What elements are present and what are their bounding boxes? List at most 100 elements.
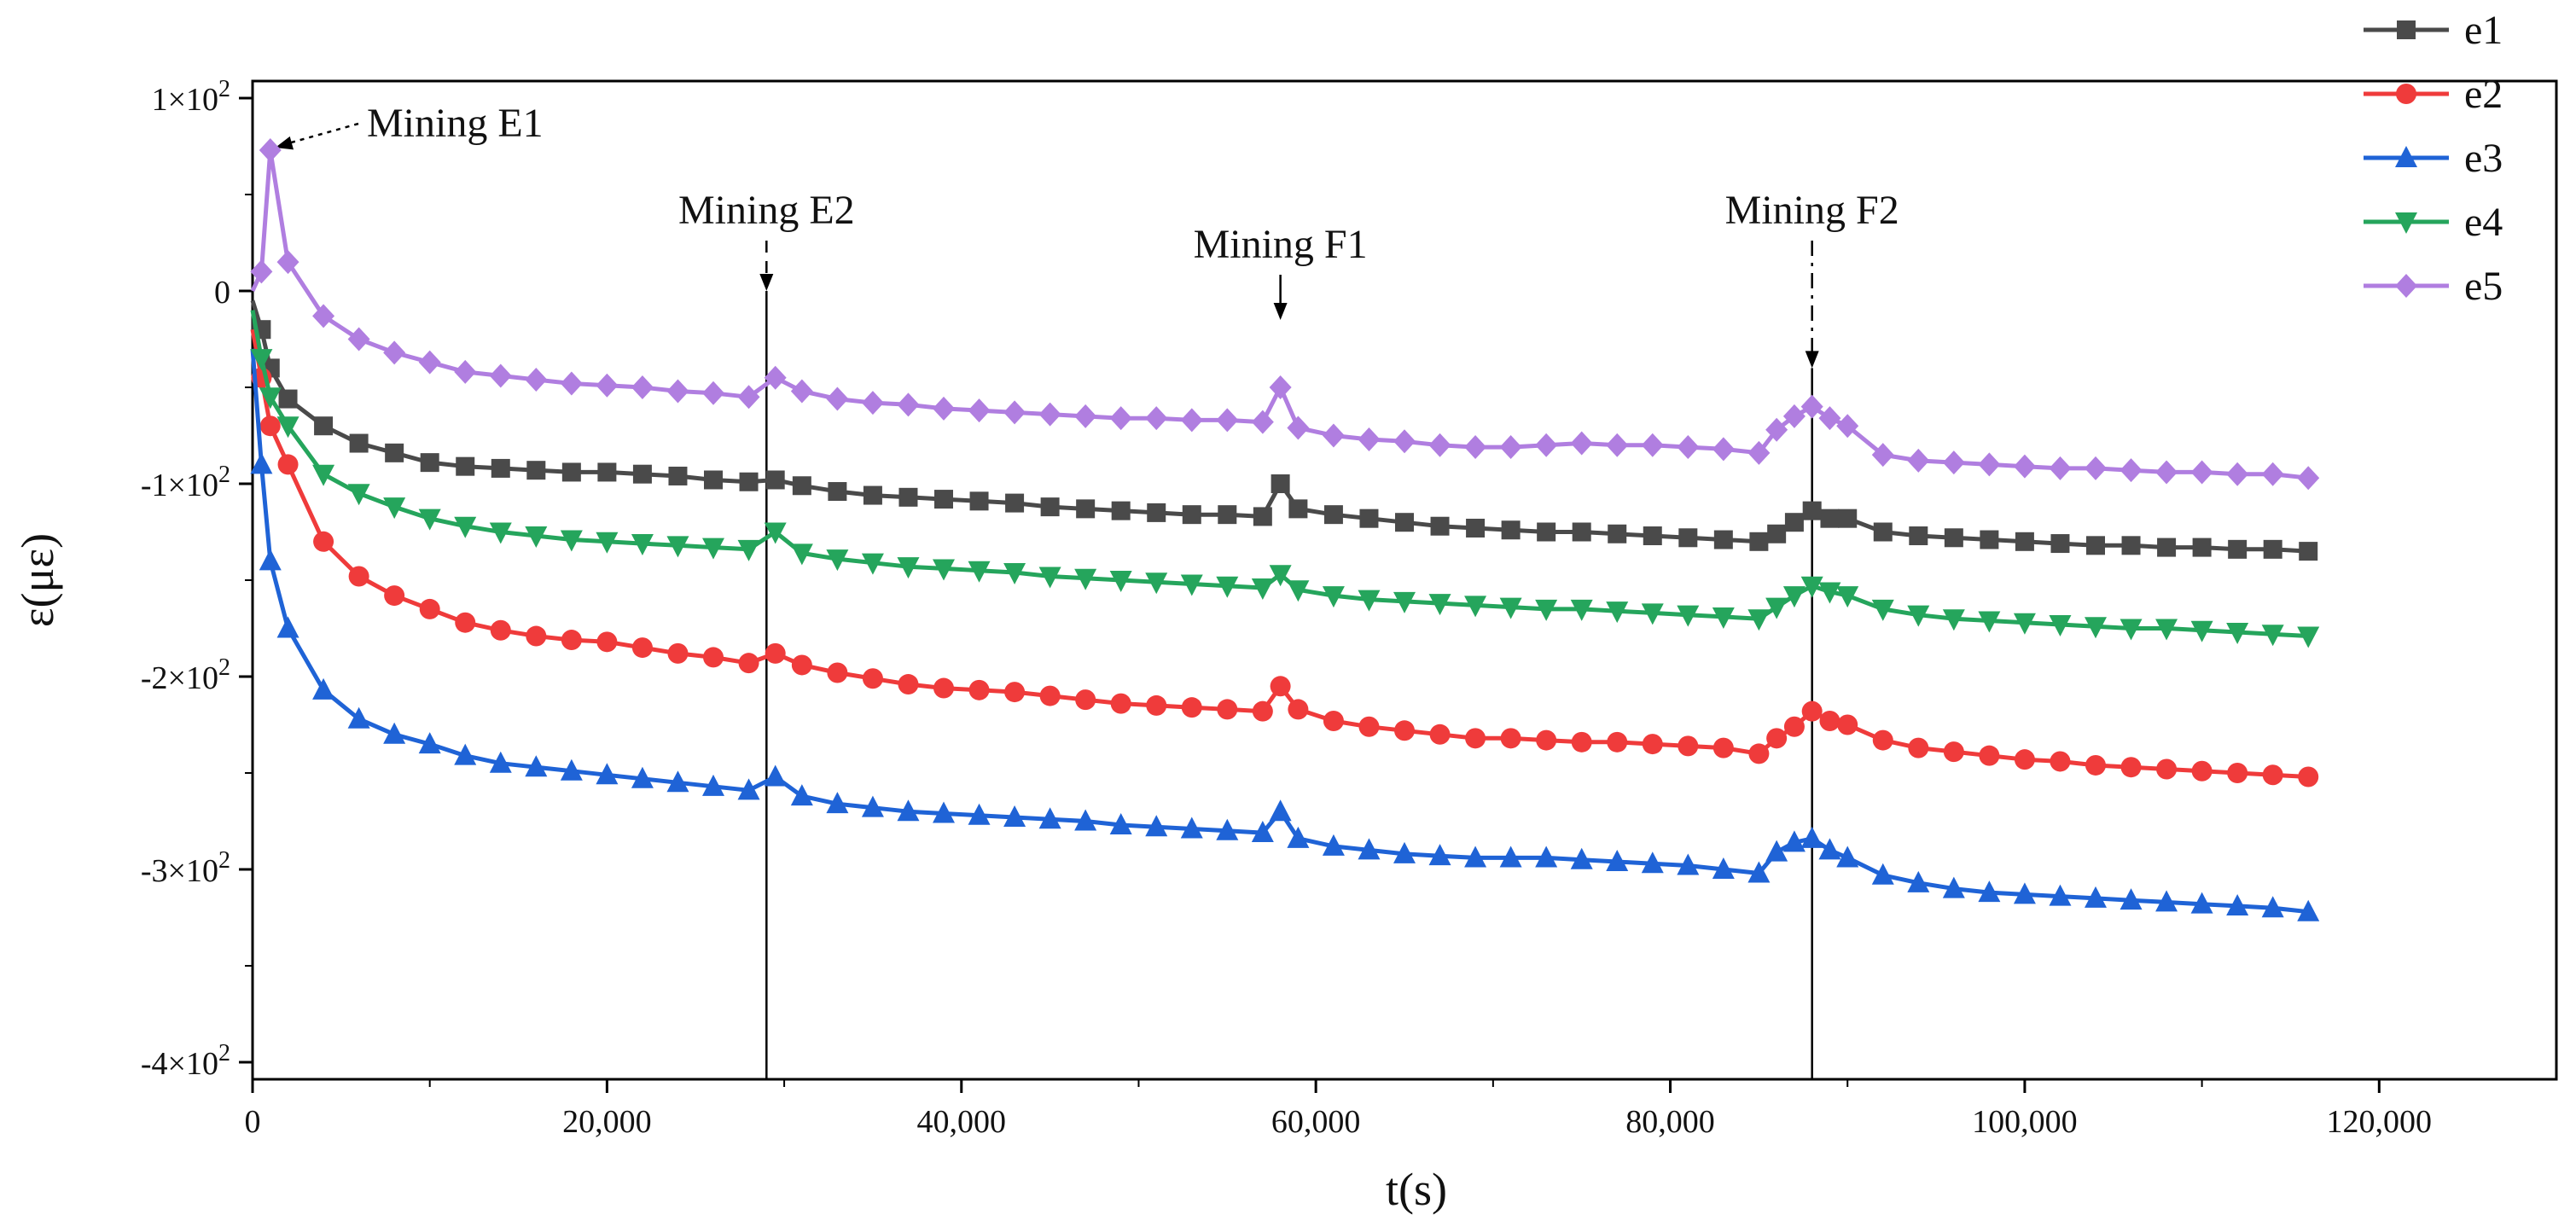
legend-item-e4: e4	[2364, 200, 2503, 245]
data-point	[1110, 693, 1131, 714]
data-point	[312, 677, 335, 700]
data-point	[419, 598, 440, 619]
data-point	[2049, 456, 2072, 480]
data-point	[897, 392, 920, 417]
annotation-label: Mining F2	[1725, 188, 1899, 233]
data-point	[489, 363, 512, 388]
data-point	[596, 631, 618, 653]
data-point	[666, 536, 689, 558]
data-point	[1818, 838, 1841, 860]
legend-label: e2	[2464, 72, 2503, 117]
data-point	[561, 630, 582, 651]
x-tick-label: 0	[245, 1104, 261, 1140]
data-point	[2263, 539, 2282, 559]
data-point	[1003, 562, 1026, 584]
annotation-label: Mining F1	[1194, 222, 1368, 267]
data-point	[347, 706, 370, 729]
data-point	[667, 642, 689, 664]
data-point	[250, 259, 273, 284]
data-point	[1801, 700, 1823, 722]
legend-item-e5: e5	[2364, 264, 2503, 309]
data-point	[526, 461, 546, 480]
data-point	[1218, 505, 1237, 525]
data-point	[792, 476, 811, 496]
data-point	[2085, 617, 2107, 639]
data-point	[348, 566, 369, 587]
data-point	[2190, 620, 2213, 642]
y-tick-label: -1×102	[141, 462, 230, 503]
data-point	[827, 662, 848, 683]
data-point	[1464, 596, 1487, 618]
series-e3	[250, 348, 2320, 921]
data-point	[1253, 507, 1272, 526]
data-point	[828, 482, 847, 502]
data-point	[1782, 404, 1806, 428]
data-point	[347, 327, 370, 352]
data-point	[1075, 689, 1096, 711]
data-point	[1907, 448, 1930, 473]
annotation-4	[1805, 241, 1819, 1079]
data-point	[1907, 605, 1930, 627]
legend-item-e3: e3	[2364, 136, 2503, 181]
y-tick-label: 0	[214, 275, 230, 311]
data-point	[702, 774, 724, 796]
data-point	[2050, 751, 2071, 772]
data-point	[764, 522, 787, 544]
x-axis-ticks: 0 20,000 40,000 60,000 80,000 100,000 120,000	[245, 1079, 2432, 1140]
data-point	[560, 758, 583, 781]
plot-frame	[251, 79, 2558, 1081]
data-point	[1145, 815, 1168, 837]
data-point	[525, 367, 548, 392]
data-point	[1570, 431, 1593, 456]
data-point	[1678, 735, 1699, 757]
data-point	[2261, 462, 2284, 486]
data-point	[2155, 619, 2178, 641]
data-point	[1979, 745, 2000, 766]
data-point	[791, 654, 812, 676]
legend-label: e1	[2464, 8, 2503, 53]
data-point	[560, 371, 583, 396]
data-point	[933, 801, 955, 823]
data-point	[2227, 763, 2248, 783]
data-point	[1766, 728, 1788, 749]
data-point	[1712, 737, 1734, 758]
data-point	[1748, 743, 1770, 764]
x-axis-title: t(s)	[1386, 1164, 1447, 1215]
data-point	[1783, 716, 1805, 737]
data-point	[1145, 406, 1168, 431]
data-point	[1836, 414, 1859, 439]
data-point	[1429, 724, 1451, 745]
annotation-labels: Mining E1 Mining E2 Mining F1 Mining F2	[367, 101, 1899, 267]
data-point	[1765, 417, 1788, 442]
data-point	[1978, 611, 2001, 633]
data-point	[764, 365, 787, 390]
legend: e1 e2 e3 e4 e5	[2364, 8, 2503, 309]
data-point	[861, 553, 884, 575]
data-point	[897, 557, 920, 579]
data-point	[631, 534, 654, 556]
data-point	[1909, 526, 1928, 546]
data-point	[1464, 846, 1487, 868]
data-point	[666, 379, 689, 404]
data-point	[2085, 754, 2106, 776]
data-point	[666, 770, 689, 793]
legend-item-e2: e2	[2364, 72, 2503, 117]
data-point	[1147, 503, 1166, 522]
data-point	[1322, 834, 1345, 856]
data-point	[456, 456, 475, 476]
data-point	[1358, 716, 1380, 737]
data-point	[738, 653, 759, 674]
data-point	[596, 532, 619, 554]
data-point	[969, 491, 989, 511]
data-point	[826, 792, 849, 814]
data-point	[826, 386, 849, 411]
data-point	[1252, 700, 1273, 722]
annotation-arrow	[282, 122, 359, 147]
data-point	[703, 647, 724, 668]
y-tick-label: -4×102	[141, 1040, 230, 1082]
data-point	[1978, 452, 2001, 477]
data-point	[1146, 694, 1167, 716]
x-tick-label: 40,000	[917, 1104, 1007, 1140]
data-point	[897, 799, 920, 822]
data-point	[1606, 433, 1629, 457]
